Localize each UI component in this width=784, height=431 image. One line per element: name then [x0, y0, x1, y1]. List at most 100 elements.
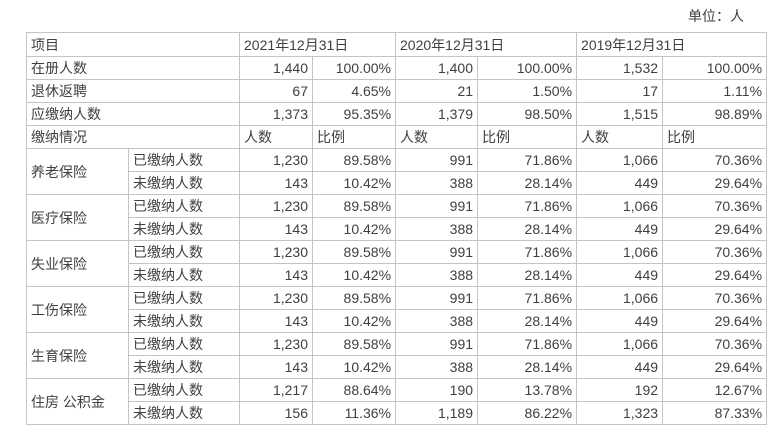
ratio-cell: 10.42% [311, 263, 397, 287]
ratio-cell: 28.14% [477, 171, 578, 195]
count-cell: 991 [395, 148, 479, 172]
count-cell: 1,230 [239, 332, 313, 356]
count-cell: 991 [395, 332, 479, 356]
group-label: 养老保险 [26, 148, 129, 195]
ratio-cell: 13.78% [477, 378, 578, 402]
paid-label: 已缴纳人数 [128, 286, 240, 310]
ratio-cell: 12.67% [662, 378, 768, 402]
ratio-cell: 89.58% [311, 286, 397, 310]
group-label: 生育保险 [26, 332, 129, 379]
group-label: 工伤保险 [26, 286, 129, 333]
table-row: 未缴纳人数 143 10.42% 388 28.14% 449 29.64% [27, 217, 768, 241]
ratio-cell: 89.58% [311, 332, 397, 356]
subheader-count: 人数 [239, 125, 313, 149]
ratio-cell: 71.86% [477, 332, 578, 356]
table-row: 工伤保险 已缴纳人数 1,230 89.58% 991 71.86% 1,066 70.36% [26, 286, 768, 333]
summary-label: 退休返聘 [26, 79, 240, 103]
subheader-ratio: 比例 [477, 125, 578, 149]
ratio-cell: 100.00% [311, 56, 397, 80]
count-cell: 156 [239, 401, 313, 425]
ratio-cell: 70.36% [662, 332, 768, 356]
count-cell: 388 [395, 355, 479, 379]
unpaid-label: 未缴纳人数 [128, 401, 240, 425]
ratio-cell: 10.42% [311, 171, 397, 195]
count-cell: 143 [239, 171, 313, 195]
header-period: 2020年12月31日 [395, 32, 578, 57]
ratio-cell: 29.64% [662, 309, 768, 333]
group-label: 住房 公积金 [26, 378, 129, 425]
count-cell: 449 [576, 263, 664, 287]
ratio-cell: 100.00% [477, 56, 578, 80]
ratio-cell: 70.36% [662, 148, 768, 172]
ratio-cell: 100.00% [662, 56, 768, 80]
ratio-cell: 10.42% [311, 355, 397, 379]
ratio-cell: 4.65% [311, 79, 397, 103]
ratio-cell: 86.22% [477, 401, 578, 425]
count-cell: 17 [576, 79, 664, 103]
count-cell: 1,066 [576, 286, 664, 310]
count-cell: 1,400 [395, 56, 479, 80]
count-cell: 449 [576, 309, 664, 333]
ratio-cell: 11.36% [311, 401, 397, 425]
count-cell: 1,373 [239, 102, 313, 126]
unpaid-label: 未缴纳人数 [128, 171, 240, 195]
ratio-cell: 70.36% [662, 286, 768, 310]
ratio-cell: 28.14% [477, 355, 578, 379]
count-cell: 991 [395, 286, 479, 310]
count-cell: 1,440 [239, 56, 313, 80]
table-row: 在册人数 1,440 100.00% 1,400 100.00% 1,532 100.00% [26, 56, 768, 80]
header-item: 项目 [26, 32, 240, 57]
count-cell: 449 [576, 217, 664, 241]
count-cell: 143 [239, 263, 313, 287]
count-cell: 21 [395, 79, 479, 103]
count-cell: 1,379 [395, 102, 479, 126]
insurance-table: 项目 2021年12月31日 2020年12月31日 2019年12月31日 在册人数 1… [26, 32, 768, 425]
paid-label: 已缴纳人数 [128, 240, 240, 264]
ratio-cell: 89.58% [311, 194, 397, 218]
subheader-ratio: 比例 [311, 125, 397, 149]
ratio-cell: 70.36% [662, 194, 768, 218]
count-cell: 1,066 [576, 240, 664, 264]
unit-label: 单位：人 [688, 8, 744, 24]
count-cell: 1,230 [239, 148, 313, 172]
subheader-ratio: 比例 [662, 125, 768, 149]
table-row: 养老保险 已缴纳人数 1,230 89.58% 991 71.86% 1,066 70.36% [26, 148, 768, 195]
ratio-cell: 71.86% [477, 194, 578, 218]
ratio-cell: 70.36% [662, 240, 768, 264]
count-cell: 1,066 [576, 194, 664, 218]
paid-label: 已缴纳人数 [128, 148, 240, 172]
count-cell: 991 [395, 194, 479, 218]
subheader-count: 人数 [576, 125, 664, 149]
unpaid-label: 未缴纳人数 [128, 263, 240, 287]
ratio-cell: 71.86% [477, 286, 578, 310]
table-row: 缴纳情况 人数 比例 人数 比例 人数 比例 [26, 125, 768, 149]
header-period: 2021年12月31日 [238, 32, 397, 57]
table-row: 生育保险 已缴纳人数 1,230 89.58% 991 71.86% 1,066 70.36% [26, 332, 768, 379]
count-cell: 67 [239, 79, 313, 103]
ratio-cell: 71.86% [477, 148, 578, 172]
table-row: 项目 2021年12月31日 2020年12月31日 2019年12月31日 [26, 32, 768, 57]
insurance-table-body: 项目 2021年12月31日 2020年12月31日 2019年12月31日 在册人数 1… [26, 32, 768, 425]
count-cell: 1,066 [576, 148, 664, 172]
count-cell: 388 [395, 171, 479, 195]
table-row: 退休返聘 67 4.65% 21 1.50% 17 1.11% [26, 79, 768, 103]
count-cell: 1,230 [239, 286, 313, 310]
ratio-cell: 29.64% [662, 355, 768, 379]
group-label: 失业保险 [26, 240, 129, 287]
count-cell: 143 [239, 309, 313, 333]
ratio-cell: 87.33% [662, 401, 768, 425]
paid-label: 已缴纳人数 [128, 332, 240, 356]
table-row: 未缴纳人数 143 10.42% 388 28.14% 449 29.64% [27, 309, 768, 333]
count-cell: 1,230 [239, 194, 313, 218]
table-row: 住房 公积金 已缴纳人数 1,217 88.64% 190 13.78% 192 12.67% [26, 378, 768, 425]
ratio-cell: 95.35% [311, 102, 397, 126]
count-cell: 143 [239, 355, 313, 379]
summary-label: 在册人数 [26, 56, 240, 80]
paid-label: 已缴纳人数 [128, 378, 240, 402]
section-label: 缴纳情况 [26, 125, 240, 149]
table-row: 未缴纳人数 143 10.42% 388 28.14% 449 29.64% [27, 263, 768, 287]
table-row: 医疗保险 已缴纳人数 1,230 89.58% 991 71.86% 1,066 70.36% [26, 194, 768, 241]
table-row: 应缴纳人数 1,373 95.35% 1,379 98.50% 1,515 98.89% [26, 102, 768, 126]
count-cell: 143 [239, 217, 313, 241]
ratio-cell: 29.64% [662, 217, 768, 241]
